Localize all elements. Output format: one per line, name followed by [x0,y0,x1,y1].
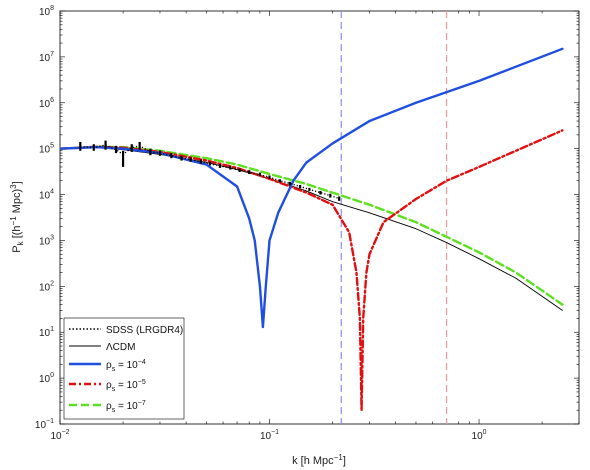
x-tick-label: 100 [472,429,487,442]
legend-label-lcdm: ΛCDM [106,342,135,353]
legend-label-rho-7: ρs = 10−7 [106,400,146,414]
y-axis-label: Pk [(h−1 Mpc)3] [9,181,25,252]
legend-entry-lcdm: ΛCDM [69,342,135,353]
legend-entry-sdss: SDSS (LRGDR4) [69,325,183,336]
legend-label-rho-5: ρs = 10−5 [106,379,146,393]
y-tick-label: 104 [39,189,54,202]
legend: SDSS (LRGDR4) ΛCDM ρs = 10−4 ρs = 10−5 ρ… [63,317,185,420]
legend-label-rho-4: ρs = 10−4 [106,359,146,373]
series-line-3 [60,129,564,412]
x-tick-label: 10−2 [50,429,69,442]
y-tick-label: 10−1 [35,418,54,431]
data-series [60,47,564,412]
legend-box [63,317,185,420]
reference-lines [340,11,448,424]
y-tick-label: 105 [39,143,54,156]
axis-ticks: 10−2 10−1 10010−11001011021031041051061071… [35,5,580,442]
y-tick-label: 106 [39,97,54,110]
legend-entry-rho-7: ρs = 10−7 [69,400,146,414]
y-tick-label: 107 [39,51,54,64]
series-line-2 [60,47,564,329]
legend-entry-rho-4: ρs = 10−4 [69,359,146,373]
y-tick-label: 100 [39,372,54,385]
legend-entry-rho-5: ρs = 10−5 [69,379,146,393]
x-tick-label: 10−1 [260,429,279,442]
x-axis-label: k [h Mpc−1] [292,453,346,467]
y-tick-label: 108 [39,5,54,18]
y-tick-label: 102 [39,280,54,293]
y-tick-label: 101 [39,326,54,339]
y-tick-label: 103 [39,234,54,247]
legend-label-sdss: SDSS (LRGDR4) [106,325,183,336]
